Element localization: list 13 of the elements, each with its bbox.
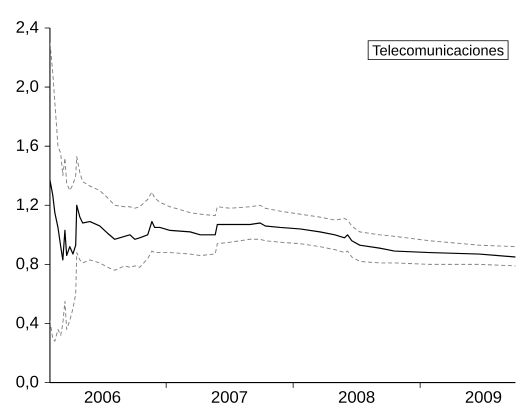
y-tick-label: 1,2 bbox=[16, 198, 38, 212]
x-tick-label: 2008 bbox=[338, 391, 374, 404]
y-tick-label: 2,0 bbox=[16, 80, 38, 94]
y-tick-label: 0,4 bbox=[16, 316, 38, 331]
line-series bbox=[50, 42, 516, 248]
x-tick-label: 2007 bbox=[212, 391, 248, 404]
text: Telecomunicaciones bbox=[372, 45, 504, 56]
y-tick-label: 1,6 bbox=[16, 140, 38, 154]
y-tick-label: 0,8 bbox=[16, 258, 38, 272]
x-tick-label: 2006 bbox=[84, 391, 120, 404]
x-tick-label: 2009 bbox=[466, 391, 502, 404]
y-tick-label: 0,0 bbox=[16, 376, 38, 390]
y-tick-label: 2,4 bbox=[16, 21, 38, 36]
